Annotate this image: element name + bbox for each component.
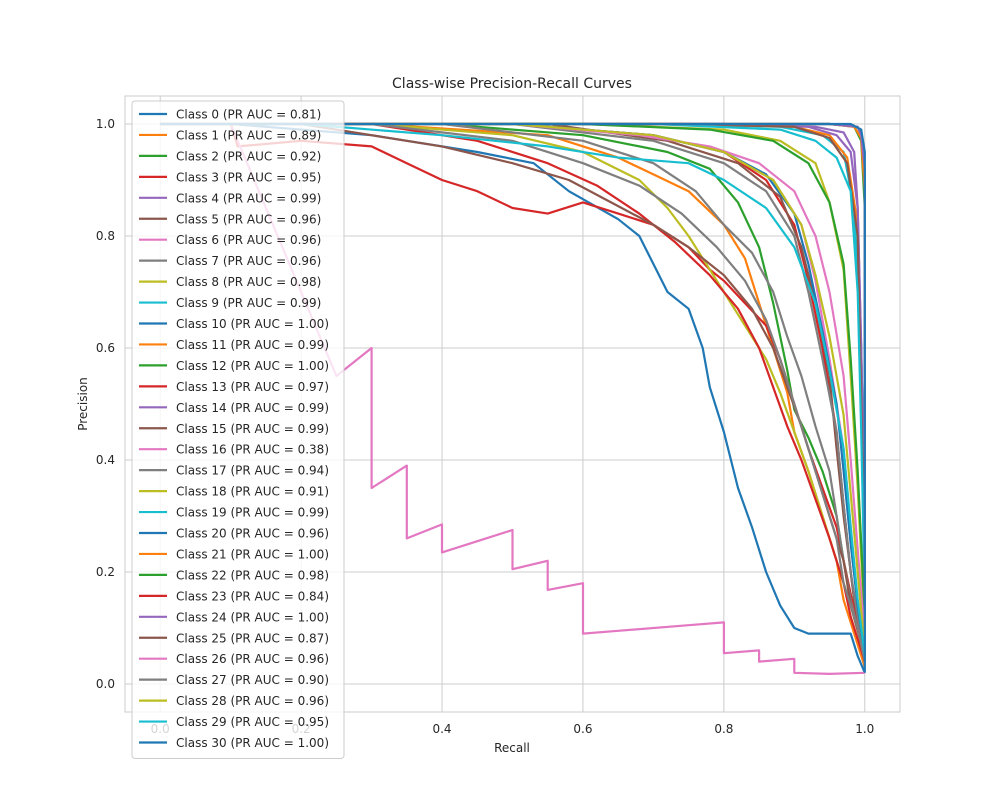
x-axis-label: Recall bbox=[494, 741, 530, 755]
legend-entry: Class 7 (PR AUC = 0.96) bbox=[176, 254, 321, 268]
y-tick-label: 0.4 bbox=[96, 453, 115, 467]
series-line-class-28 bbox=[160, 122, 866, 651]
legend-entry: Class 19 (PR AUC = 0.99) bbox=[176, 506, 329, 520]
series-line-class-17 bbox=[160, 122, 866, 657]
x-tick-label: 0.4 bbox=[432, 722, 451, 736]
legend-entry: Class 8 (PR AUC = 0.98) bbox=[176, 275, 321, 289]
legend-entry: Class 1 (PR AUC = 0.89) bbox=[176, 128, 321, 142]
y-tick-label: 0.8 bbox=[96, 229, 115, 243]
legend-entry: Class 22 (PR AUC = 0.98) bbox=[176, 568, 329, 582]
legend-entry: Class 25 (PR AUC = 0.87) bbox=[176, 631, 329, 645]
legend-entry: Class 6 (PR AUC = 0.96) bbox=[176, 233, 321, 247]
series-line-class-29 bbox=[160, 122, 866, 657]
series-line-class-23 bbox=[160, 122, 866, 662]
legend-entry: Class 11 (PR AUC = 0.99) bbox=[176, 338, 329, 352]
y-tick-label: 0.0 bbox=[96, 677, 115, 691]
series-line-class-27 bbox=[160, 122, 866, 662]
legend: Class 0 (PR AUC = 0.81) Class 1 (PR AUC =… bbox=[131, 100, 345, 759]
legend-entry: Class 4 (PR AUC = 0.99) bbox=[176, 191, 321, 205]
legend-entry: Class 30 (PR AUC = 1.00) bbox=[176, 736, 329, 750]
legend-entry: Class 14 (PR AUC = 0.99) bbox=[176, 401, 329, 415]
legend-entry: Class 15 (PR AUC = 0.99) bbox=[176, 422, 329, 436]
series-line-class-30 bbox=[160, 122, 866, 673]
series-line-class-0 bbox=[160, 122, 866, 674]
y-tick-label: 0.2 bbox=[96, 565, 115, 579]
legend-entry: Class 5 (PR AUC = 0.96) bbox=[176, 212, 321, 226]
x-tick-label: 0.6 bbox=[573, 722, 592, 736]
legend-entry: Class 21 (PR AUC = 1.00) bbox=[176, 547, 329, 561]
legend-entry: Class 28 (PR AUC = 0.96) bbox=[176, 694, 329, 708]
legend-entry: Class 9 (PR AUC = 0.99) bbox=[176, 296, 321, 310]
legend-entry: Class 24 (PR AUC = 1.00) bbox=[176, 610, 329, 624]
tick-labels: 0.00.20.40.60.81.00.00.20.40.60.81.0 bbox=[96, 117, 874, 736]
series-line-class-22 bbox=[160, 122, 866, 617]
legend-entry: Class 16 (PR AUC = 0.38) bbox=[176, 443, 329, 457]
legend-box bbox=[131, 100, 345, 759]
legend-entry: Class 26 (PR AUC = 0.96) bbox=[176, 652, 329, 666]
y-tick-label: 0.6 bbox=[96, 341, 115, 355]
legend-entry: Class 17 (PR AUC = 0.94) bbox=[176, 464, 329, 478]
legend-entry: Class 29 (PR AUC = 0.95) bbox=[176, 715, 329, 729]
legend-entry: Class 20 (PR AUC = 0.96) bbox=[176, 527, 329, 541]
x-tick-label: 0.8 bbox=[714, 722, 733, 736]
y-axis-label: Precision bbox=[76, 377, 90, 431]
x-tick-label: 1.0 bbox=[855, 722, 874, 736]
legend-entry: Class 13 (PR AUC = 0.97) bbox=[176, 380, 329, 394]
legend-entry: Class 10 (PR AUC = 1.00) bbox=[176, 317, 329, 331]
legend-entry: Class 0 (PR AUC = 0.81) bbox=[176, 108, 321, 122]
series-line-class-16 bbox=[160, 122, 865, 675]
series-line-class-7 bbox=[160, 122, 866, 657]
legend-entry: Class 2 (PR AUC = 0.92) bbox=[176, 149, 321, 163]
plot-frame bbox=[124, 95, 901, 713]
legend-entry: Class 18 (PR AUC = 0.91) bbox=[176, 485, 329, 499]
series-line-class-19 bbox=[160, 122, 866, 662]
legend-entry: Class 23 (PR AUC = 0.84) bbox=[176, 589, 329, 603]
legend-entry: Class 12 (PR AUC = 1.00) bbox=[176, 359, 329, 373]
chart-title: Class-wise Precision-Recall Curves bbox=[392, 76, 632, 92]
legend-entry: Class 3 (PR AUC = 0.95) bbox=[176, 170, 321, 184]
legend-entry: Class 27 (PR AUC = 0.90) bbox=[176, 673, 329, 687]
curves bbox=[160, 122, 866, 675]
y-tick-label: 1.0 bbox=[96, 117, 115, 131]
